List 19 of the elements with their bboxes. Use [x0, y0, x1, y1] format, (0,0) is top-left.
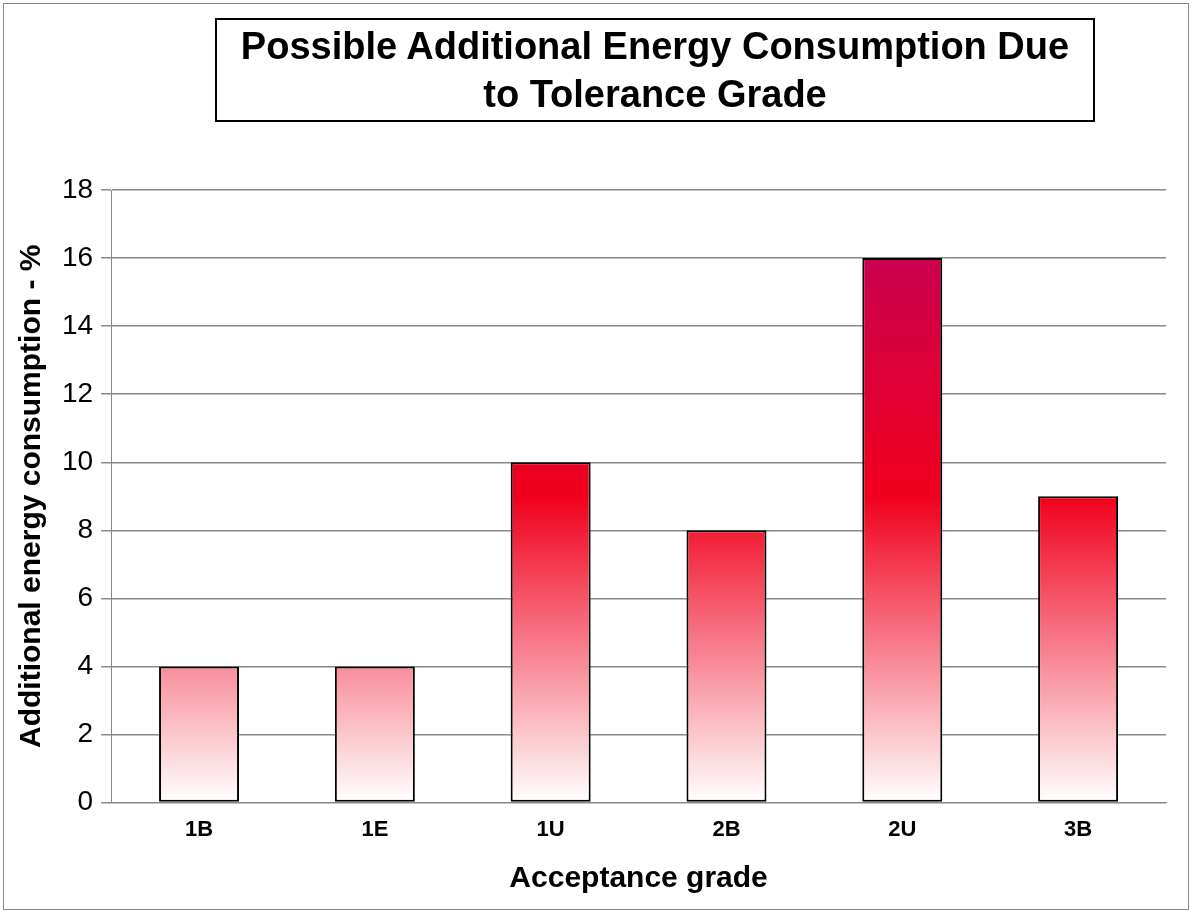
y-axis-title: Additional energy consumption - % — [13, 244, 47, 748]
x-tick-label: 1E — [361, 815, 389, 841]
x-tick-label: 2U — [888, 815, 917, 841]
y-tick-label: 4 — [77, 649, 94, 681]
y-tick-label: 8 — [77, 513, 94, 545]
y-tick-label: 14 — [61, 308, 94, 340]
y-tick-label: 0 — [77, 785, 94, 817]
x-axis-title: Acceptance grade — [509, 860, 768, 894]
x-tick-label: 1B — [184, 815, 214, 841]
chart-title: Possible Additional Energy Consumption Due to Tolerance Grade — [215, 18, 1095, 122]
y-tick-label: 2 — [77, 717, 94, 749]
y-tick-label: 10 — [61, 444, 94, 476]
x-tick-label: 1U — [536, 815, 565, 841]
y-tick-label: 12 — [61, 376, 94, 408]
x-tick-label: 3B — [1064, 815, 1093, 841]
y-tick-label: 6 — [77, 581, 94, 613]
y-tick-label: 16 — [61, 240, 94, 272]
x-tick-label: 2B — [712, 815, 741, 841]
y-tick-label: 18 — [61, 172, 94, 204]
